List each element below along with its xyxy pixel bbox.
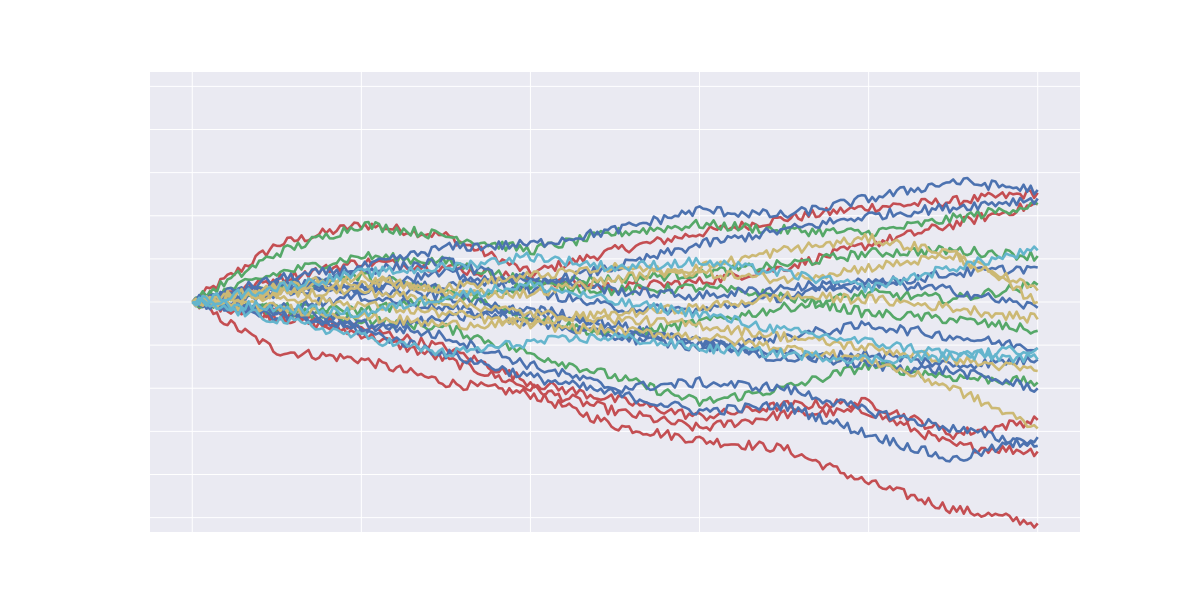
series-line-13: [191, 299, 1038, 449]
series-line-23: [191, 251, 1039, 308]
series-line-21: [191, 286, 1038, 373]
series-line-12: [192, 298, 1039, 463]
series-line-15: [191, 299, 1039, 371]
series-line-25: [191, 245, 1039, 307]
series-line-22: [191, 290, 1039, 331]
series-line-1: [192, 300, 1039, 529]
series-line-10: [191, 176, 1039, 305]
series-line-26: [192, 279, 1039, 364]
series-line-0: [191, 188, 1039, 303]
series-line-24: [191, 298, 1039, 365]
series-line-5: [191, 200, 1039, 307]
series-lines: [191, 176, 1039, 529]
series-line-11: [191, 196, 1039, 304]
